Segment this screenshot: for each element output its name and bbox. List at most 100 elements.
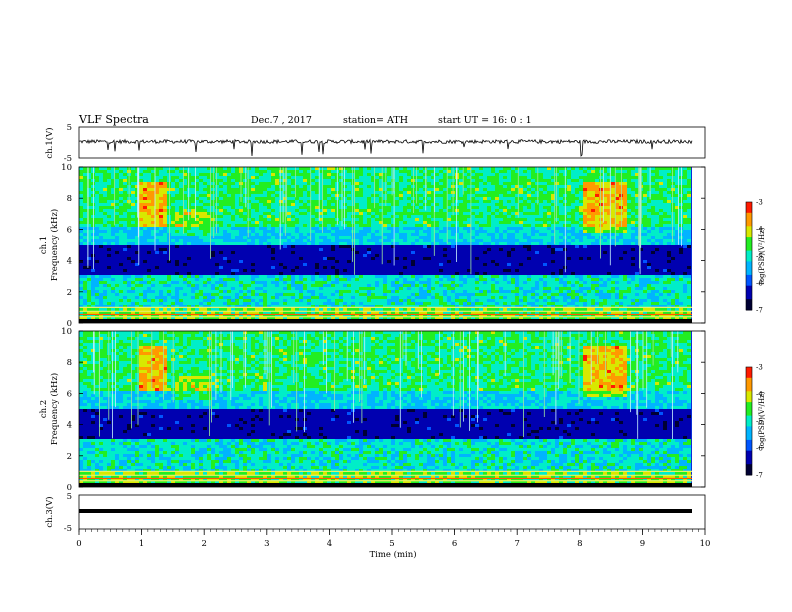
ch1-spec-cell bbox=[267, 191, 271, 194]
ch1-spec-cell bbox=[687, 170, 691, 173]
ch1-spec-cell bbox=[547, 212, 551, 215]
ch1-spec-cell bbox=[183, 248, 187, 251]
ch1-spec-cell bbox=[299, 173, 303, 176]
ch1-spec-cell bbox=[435, 179, 439, 182]
ch1-spec-cell bbox=[99, 227, 103, 230]
ch1-spec-cell bbox=[667, 230, 671, 233]
ch1-spec-cell bbox=[591, 218, 595, 221]
ch1-spec-cell bbox=[147, 206, 151, 209]
ch1-spec-cell bbox=[223, 260, 227, 263]
ch1-spec-cell bbox=[123, 206, 127, 209]
ch1-spec-cell bbox=[383, 167, 387, 170]
ch1-spec-cell bbox=[367, 209, 371, 212]
ch1-spec-cell bbox=[99, 248, 103, 251]
ch1-spec-cell bbox=[235, 206, 239, 209]
ch1-spec-cell bbox=[659, 188, 663, 191]
ch1-spec-cell bbox=[327, 212, 331, 215]
ch1-spec-cell bbox=[359, 263, 363, 266]
ch1-spec-cell bbox=[287, 254, 291, 257]
ch1-spec-cell bbox=[339, 242, 343, 245]
ch1-spec-cell bbox=[131, 233, 135, 236]
ch1-spec-cell bbox=[119, 194, 123, 197]
ch1-spec-cell bbox=[219, 260, 223, 263]
ch1-spec-cell bbox=[655, 176, 659, 179]
ch1-spec-cell bbox=[427, 206, 431, 209]
ch1-spec-cell bbox=[287, 170, 291, 173]
ch1-spec-cell bbox=[279, 251, 283, 254]
ch1-spec-cell bbox=[599, 233, 603, 236]
ch1-spec-cell bbox=[131, 257, 135, 260]
ch1-spec-cell bbox=[427, 209, 431, 212]
ch1-spec-cell bbox=[191, 194, 195, 197]
ch1-spec-cell bbox=[127, 212, 131, 215]
ch1-spec-cell bbox=[459, 182, 463, 185]
ch1-spec-cell bbox=[95, 224, 99, 227]
ch1-spec-cell bbox=[579, 194, 583, 197]
ch1-spec-cell bbox=[255, 230, 259, 233]
ch1-spec-cell bbox=[203, 257, 207, 260]
ch1-spec-cell bbox=[127, 242, 131, 245]
ch1-spec-cell bbox=[95, 182, 99, 185]
ch1-spec-cell bbox=[139, 215, 143, 218]
ch1-spec-cell bbox=[571, 248, 575, 251]
ch1-spec-cell bbox=[503, 191, 507, 194]
ch1-spec-cell bbox=[143, 209, 147, 212]
ch1-spec-cell bbox=[335, 239, 339, 242]
ch1-spec-cell bbox=[199, 197, 203, 200]
ch1-spec-cell bbox=[467, 185, 471, 188]
ch1-spec-cell bbox=[471, 236, 475, 239]
ch1-spec-cell bbox=[387, 218, 391, 221]
ch1-spec-cell bbox=[475, 221, 479, 224]
ch1-spec-cell bbox=[439, 233, 443, 236]
ch1-spec-cell bbox=[243, 239, 247, 242]
ch1-spec-cell bbox=[211, 245, 215, 248]
ch1-spec-cell bbox=[399, 173, 403, 176]
ch1-spec-cell bbox=[519, 227, 523, 230]
ch1-spec-cell bbox=[591, 209, 595, 212]
ch1-spec-cell bbox=[179, 233, 183, 236]
ch1-spec-cell bbox=[671, 200, 675, 203]
ch1-spec-cell bbox=[643, 242, 647, 245]
ch1-spec-cell bbox=[483, 173, 487, 176]
ch1-spec-cell bbox=[175, 188, 179, 191]
ch1-spec-cell bbox=[559, 173, 563, 176]
ch1-spec-cell bbox=[419, 206, 423, 209]
ch1-spec-cell bbox=[395, 221, 399, 224]
ch1-spec-cell bbox=[375, 212, 379, 215]
ch1-spec-cell bbox=[387, 203, 391, 206]
ch1-spec-cell bbox=[279, 260, 283, 263]
ch1-spec-cell bbox=[395, 254, 399, 257]
ch1-spec-cell bbox=[611, 179, 615, 182]
ch1-spec-cell bbox=[219, 257, 223, 260]
ch1-spec-cell bbox=[355, 251, 359, 254]
ch1-spec-cell bbox=[335, 233, 339, 236]
ch1-spec-cell bbox=[567, 185, 571, 188]
ch1-spec-cell bbox=[327, 218, 331, 221]
ch1-spec-cell bbox=[99, 173, 103, 176]
ch1-spec-cell bbox=[531, 182, 535, 185]
ch1-spec-cell bbox=[103, 173, 107, 176]
ch1-spec-cell bbox=[435, 245, 439, 248]
ch1-spec-cell bbox=[559, 176, 563, 179]
ch1-spec-cell bbox=[655, 218, 659, 221]
ch1-spec-cell bbox=[175, 233, 179, 236]
ch1-spec-cell bbox=[511, 206, 515, 209]
ch1-spec-cell bbox=[223, 191, 227, 194]
ch1-spec-cell bbox=[255, 167, 259, 170]
ch1-spec-cell bbox=[451, 230, 455, 233]
ch1-spec-cell bbox=[223, 254, 227, 257]
ch1-spec-cell bbox=[383, 179, 387, 182]
ch1-spec-cell bbox=[299, 263, 303, 266]
ch1-spec-cell bbox=[515, 221, 519, 224]
ch1-spec-cell bbox=[131, 212, 135, 215]
ch1-spec-cell bbox=[599, 227, 603, 230]
ch1-spec-cell bbox=[435, 185, 439, 188]
ch1-spec-cell bbox=[595, 170, 599, 173]
ch1-spec-cell bbox=[279, 215, 283, 218]
ch1-spec-cell bbox=[407, 239, 411, 242]
ch1-spec-cell bbox=[511, 227, 515, 230]
ch1-spec-cell bbox=[543, 230, 547, 233]
ch1-spec-cell bbox=[367, 215, 371, 218]
ch1-spec-cell bbox=[611, 170, 615, 173]
ch1-spec-cell bbox=[223, 221, 227, 224]
